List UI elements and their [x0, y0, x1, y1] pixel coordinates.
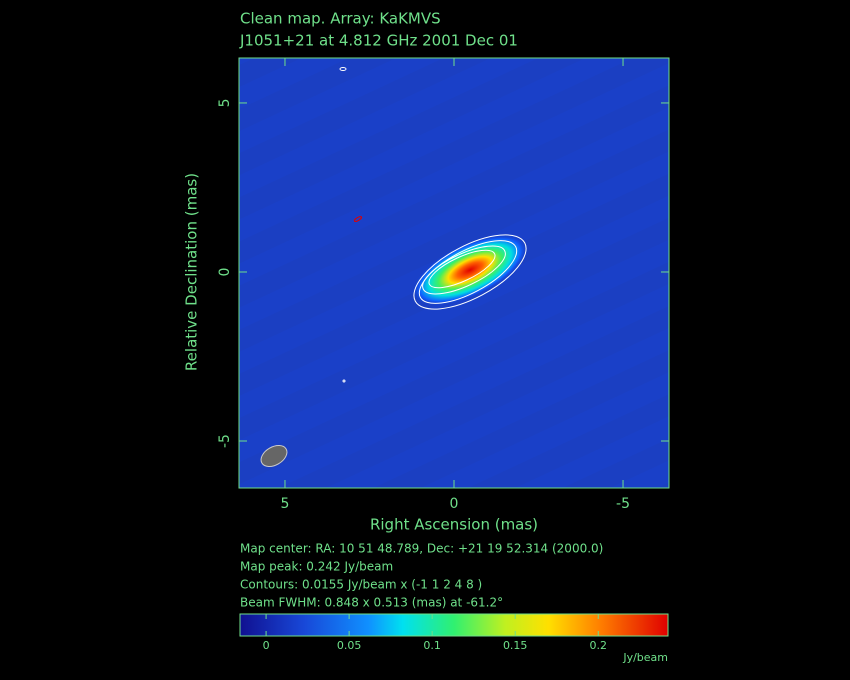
- negative-contour: [353, 216, 363, 222]
- y-tick-label: -5: [217, 434, 233, 448]
- colorbar-label: Jy/beam: [622, 651, 668, 664]
- beam: [260, 445, 288, 467]
- contours: [339, 67, 527, 383]
- x-tick-label: 0: [450, 496, 459, 512]
- colorbar-tick-label: 0.1: [423, 639, 441, 652]
- colorbar-tick-label: 0.05: [337, 639, 362, 652]
- chart-subtitle: J1051+21 at 4.812 GHz 2001 Dec 01: [239, 32, 518, 50]
- x-tick-label: -5: [616, 496, 630, 512]
- map-note: Beam FWHM: 0.848 x 0.513 (mas) at -61.2°: [240, 596, 503, 610]
- colorbar-tick-label: 0: [263, 639, 270, 652]
- colorbar-tick-label: 0.2: [589, 639, 607, 652]
- map-note: Map peak: 0.242 Jy/beam: [240, 560, 393, 574]
- colorbar: [239, 613, 669, 637]
- chart-title: Clean map. Array: KaKMVS: [240, 10, 441, 28]
- map-note: Map center: RA: 10 51 48.789, Dec: +21 1…: [240, 542, 603, 556]
- y-axis-label: Relative Declination (mas): [183, 173, 201, 371]
- x-axis-label: Right Ascension (mas): [370, 516, 538, 534]
- map-note: Contours: 0.0155 Jy/beam x (-1 1 2 4 8 ): [240, 578, 482, 592]
- colorbar-tick-label: 0.15: [503, 639, 528, 652]
- y-tick-label: 0: [217, 268, 233, 277]
- x-tick-label: 5: [281, 496, 290, 512]
- y-tick-label: 5: [217, 98, 233, 107]
